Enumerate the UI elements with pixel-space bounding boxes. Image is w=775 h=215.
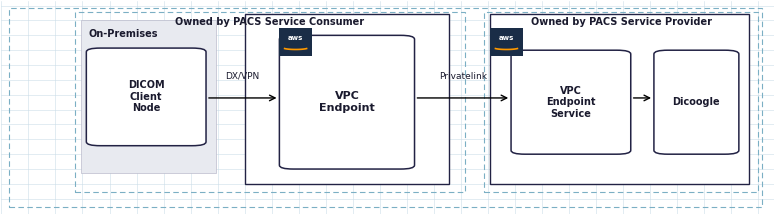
FancyBboxPatch shape (280, 28, 312, 55)
Text: VPC
Endpoint: VPC Endpoint (319, 91, 375, 113)
FancyBboxPatch shape (491, 14, 749, 184)
Text: Owned by PACS Service Provider: Owned by PACS Service Provider (531, 17, 711, 27)
FancyBboxPatch shape (81, 20, 216, 173)
Text: DICOM
Client
Node: DICOM Client Node (128, 80, 164, 114)
FancyBboxPatch shape (654, 50, 739, 154)
FancyBboxPatch shape (86, 48, 206, 146)
FancyBboxPatch shape (511, 50, 631, 154)
Text: Privatelink: Privatelink (439, 72, 487, 81)
FancyBboxPatch shape (491, 28, 522, 55)
Text: aws: aws (499, 35, 514, 41)
Text: VPC
Endpoint
Service: VPC Endpoint Service (546, 86, 596, 119)
Text: DX/VPN: DX/VPN (226, 72, 260, 81)
Text: Dicoogle: Dicoogle (673, 97, 720, 107)
Text: aws: aws (288, 35, 303, 41)
FancyBboxPatch shape (245, 14, 450, 184)
FancyBboxPatch shape (280, 35, 415, 169)
Text: Owned by PACS Service Consumer: Owned by PACS Service Consumer (175, 17, 364, 27)
Text: On-Premises: On-Premises (88, 29, 158, 39)
